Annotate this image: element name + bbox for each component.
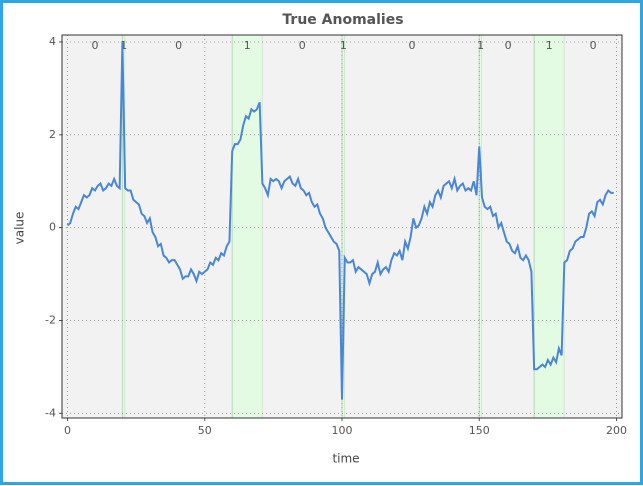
y-tick-label: 0 bbox=[49, 221, 56, 234]
data-line bbox=[66, 41, 614, 400]
region-label: 1 bbox=[477, 39, 484, 52]
x-tick-label: 100 bbox=[332, 424, 353, 437]
chart-title: True Anomalies bbox=[282, 12, 403, 28]
plot-border bbox=[61, 34, 623, 419]
region-label: 0 bbox=[409, 39, 416, 52]
x-axis-label: time bbox=[332, 452, 359, 466]
region bbox=[478, 34, 483, 419]
region bbox=[125, 35, 233, 418]
region-label: 0 bbox=[505, 39, 512, 52]
region-label: 1 bbox=[120, 39, 127, 52]
region-label: 0 bbox=[299, 39, 306, 52]
y-tick-label: 4 bbox=[49, 35, 56, 48]
x-tick-label: 200 bbox=[606, 424, 627, 437]
x-tick-label: 150 bbox=[469, 424, 490, 437]
y-axis-label: value bbox=[13, 212, 27, 245]
x-tick-label: 50 bbox=[198, 424, 212, 437]
region bbox=[231, 34, 263, 419]
region bbox=[67, 35, 123, 418]
region-label: 0 bbox=[175, 39, 182, 52]
region-label: 1 bbox=[546, 39, 553, 52]
region-label: 1 bbox=[244, 39, 251, 52]
y-tick-label: -2 bbox=[45, 314, 56, 327]
region bbox=[564, 35, 622, 418]
y-tick-label: -4 bbox=[45, 406, 56, 419]
region-label: 1 bbox=[340, 39, 347, 52]
region-label: 0 bbox=[590, 39, 597, 52]
y-tick-label: 2 bbox=[49, 128, 56, 141]
region bbox=[262, 35, 342, 418]
x-tick-label: 0 bbox=[64, 424, 71, 437]
region bbox=[482, 35, 535, 418]
region-label: 0 bbox=[91, 39, 98, 52]
